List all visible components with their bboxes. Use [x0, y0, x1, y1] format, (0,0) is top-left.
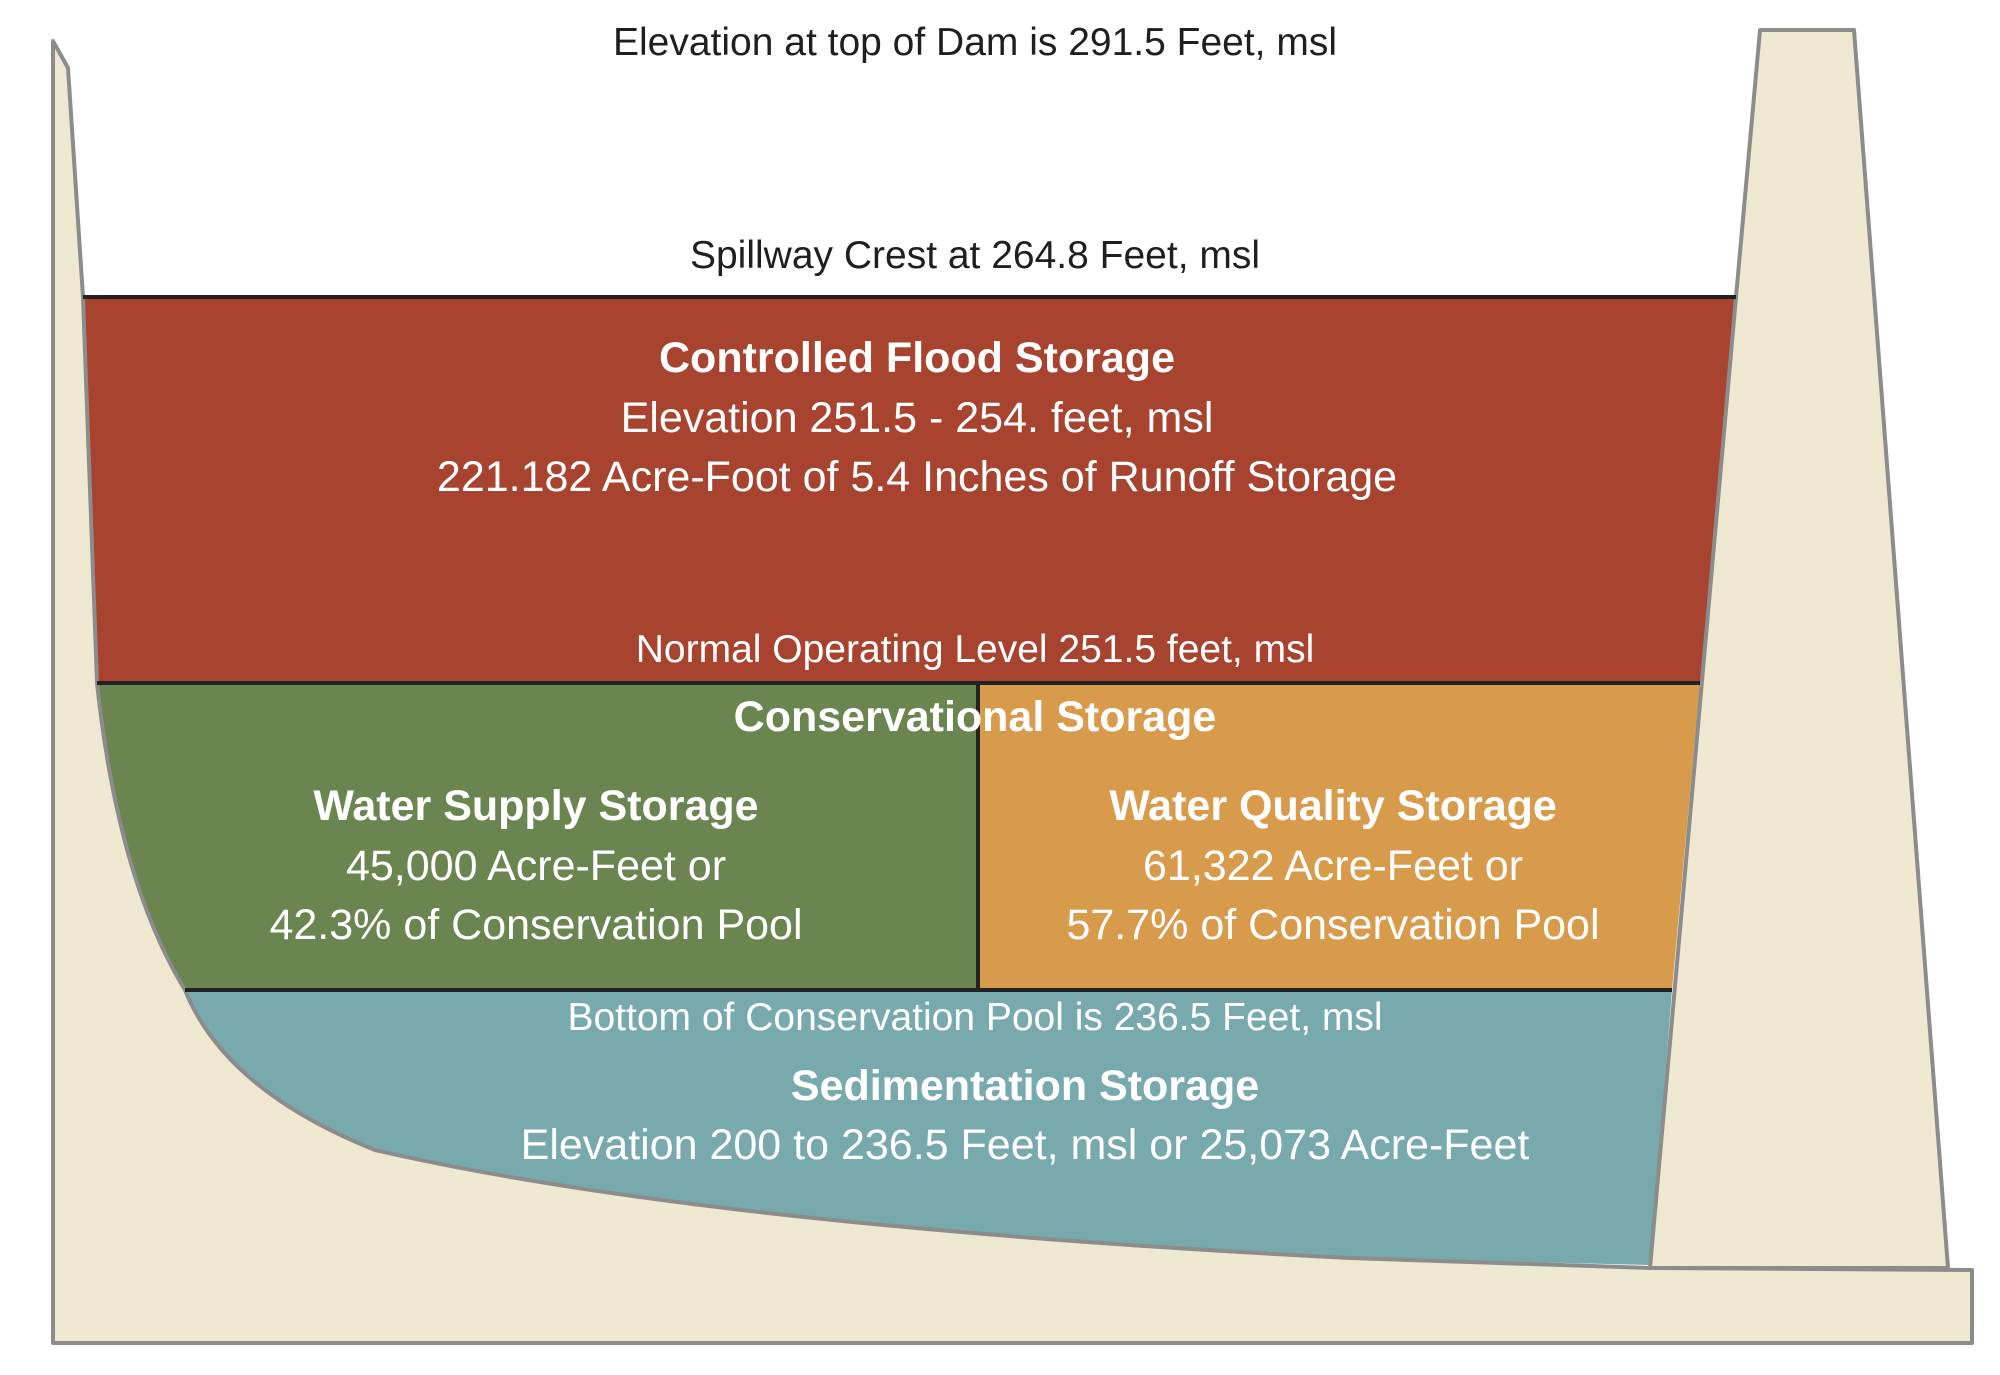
left-embankment	[51, 39, 1974, 1345]
water-supply-storage-zone	[97, 683, 978, 990]
controlled-flood-storage-zone	[83, 297, 1736, 683]
water-quality-storage-zone	[978, 683, 1700, 990]
top-of-dam-label: Elevation at top of Dam is 291.5 Feet, m…	[613, 21, 1337, 64]
bottom-conservation-pool-label: Bottom of Conservation Pool is 236.5 Fee…	[567, 996, 1382, 1039]
flood-storage-elevation: Elevation 251.5 - 254. feet, msl	[621, 394, 1214, 442]
water-quality-volume: 61,322 Acre-Feet or	[1143, 842, 1523, 890]
dam-structure	[1648, 28, 1950, 1270]
water-supply-title: Water Supply Storage	[313, 782, 758, 830]
conservational-storage-title: Conservational Storage	[734, 693, 1217, 741]
water-supply-volume: 45,000 Acre-Feet or	[346, 842, 726, 890]
water-supply-percent: 42.3% of Conservation Pool	[269, 901, 802, 949]
flood-storage-volume: 221.182 Acre-Foot of 5.4 Inches of Runof…	[437, 453, 1397, 501]
sedimentation-storage-zone	[185, 990, 1672, 1265]
normal-operating-level-label: Normal Operating Level 251.5 feet, msl	[636, 628, 1315, 671]
water-quality-percent: 57.7% of Conservation Pool	[1066, 901, 1599, 949]
water-quality-title: Water Quality Storage	[1109, 782, 1557, 830]
sedimentation-storage-detail: Elevation 200 to 236.5 Feet, msl or 25,0…	[521, 1121, 1530, 1169]
flood-storage-title: Controlled Flood Storage	[659, 334, 1175, 382]
spillway-crest-label: Spillway Crest at 264.8 Feet, msl	[690, 234, 1260, 277]
sedimentation-storage-title: Sedimentation Storage	[791, 1062, 1259, 1110]
